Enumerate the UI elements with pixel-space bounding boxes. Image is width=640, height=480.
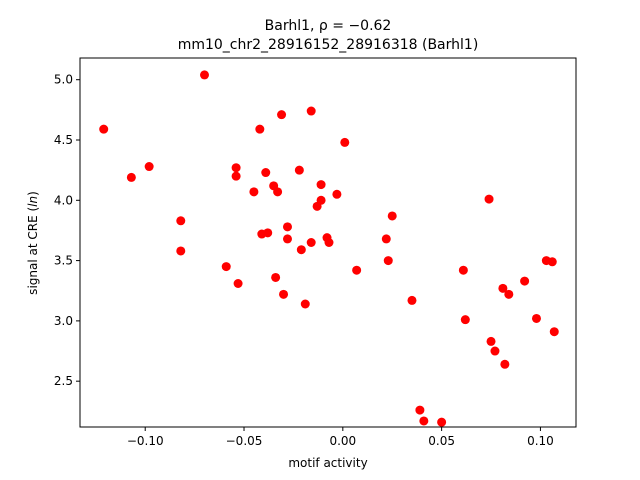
data-point <box>460 315 470 325</box>
data-point <box>273 187 283 197</box>
data-point <box>437 417 447 427</box>
data-point <box>126 172 136 182</box>
data-point <box>419 416 429 426</box>
data-point <box>387 211 397 221</box>
data-point <box>486 336 496 346</box>
data-point <box>221 262 231 272</box>
data-point <box>324 238 334 247</box>
data-point <box>490 346 500 356</box>
data-point <box>271 272 281 282</box>
y-tick-label: 4.0 <box>54 193 73 207</box>
data-point <box>282 222 292 232</box>
data-point <box>383 256 393 266</box>
data-point <box>144 162 154 172</box>
data-point <box>458 265 468 275</box>
data-point <box>306 106 316 116</box>
y-tick-label: 2.5 <box>54 374 73 388</box>
chart-title: Barhl1, ρ = −0.62 <box>265 18 392 34</box>
x-tick-label: 0.05 <box>428 434 455 448</box>
data-point <box>261 168 271 178</box>
y-tick-label: 4.5 <box>54 133 73 147</box>
data-point <box>531 313 541 323</box>
data-point <box>263 228 273 238</box>
x-tick-label: −0.10 <box>127 434 164 448</box>
data-point <box>407 295 417 305</box>
data-point <box>340 137 350 147</box>
x-tick-label: 0.00 <box>329 434 356 448</box>
data-point <box>484 194 494 204</box>
data-point <box>381 234 391 244</box>
y-axis-label-main: signal at CRE ( <box>26 207 40 295</box>
data-point <box>282 234 292 244</box>
data-point <box>300 299 310 309</box>
data-point <box>99 124 109 134</box>
data-point <box>520 276 530 286</box>
y-axis-label: signal at CRE (ln) <box>26 191 40 295</box>
y-axis: 2.5 3.0 3.5 4.0 4.5 5.0 <box>54 73 80 388</box>
x-axis: −0.10 −0.05 0.00 0.05 0.10 <box>127 427 554 448</box>
data-point <box>306 238 316 247</box>
data-point <box>277 110 287 120</box>
data-point <box>352 265 362 275</box>
data-point <box>547 257 557 267</box>
y-axis-label-italic: ln <box>26 196 40 207</box>
data-point <box>231 163 241 173</box>
data-point <box>316 180 326 190</box>
data-point <box>176 246 186 256</box>
data-point <box>294 165 304 175</box>
data-point <box>255 124 265 134</box>
axes-frame <box>79 57 577 428</box>
x-tick-label: −0.05 <box>226 434 263 448</box>
chart-title-rho: ρ = −0.62 <box>319 18 391 34</box>
data-point <box>249 187 259 197</box>
y-axis-label-end: ) <box>26 191 40 196</box>
data-point <box>504 289 514 299</box>
chart-subtitle: mm10_chr2_28916152_28916318 (Barhl1) <box>178 37 479 53</box>
data-point <box>199 70 209 80</box>
data-point <box>296 245 306 255</box>
data-point <box>332 189 342 199</box>
data-point <box>279 289 289 299</box>
chart-title-prefix: Barhl1, <box>265 18 319 34</box>
data-point <box>500 359 510 369</box>
plot-area <box>99 70 559 427</box>
y-tick-label: 3.5 <box>54 254 73 268</box>
data-point <box>233 279 243 288</box>
data-point <box>415 405 425 415</box>
x-axis-label: motif activity <box>288 456 367 470</box>
data-point <box>498 283 508 293</box>
data-point <box>549 327 559 337</box>
y-tick-label: 5.0 <box>54 73 73 87</box>
data-point <box>176 216 186 226</box>
data-point <box>231 171 241 181</box>
x-tick-label: 0.10 <box>527 434 554 448</box>
data-point <box>316 195 326 205</box>
y-tick-label: 3.0 <box>54 314 73 328</box>
